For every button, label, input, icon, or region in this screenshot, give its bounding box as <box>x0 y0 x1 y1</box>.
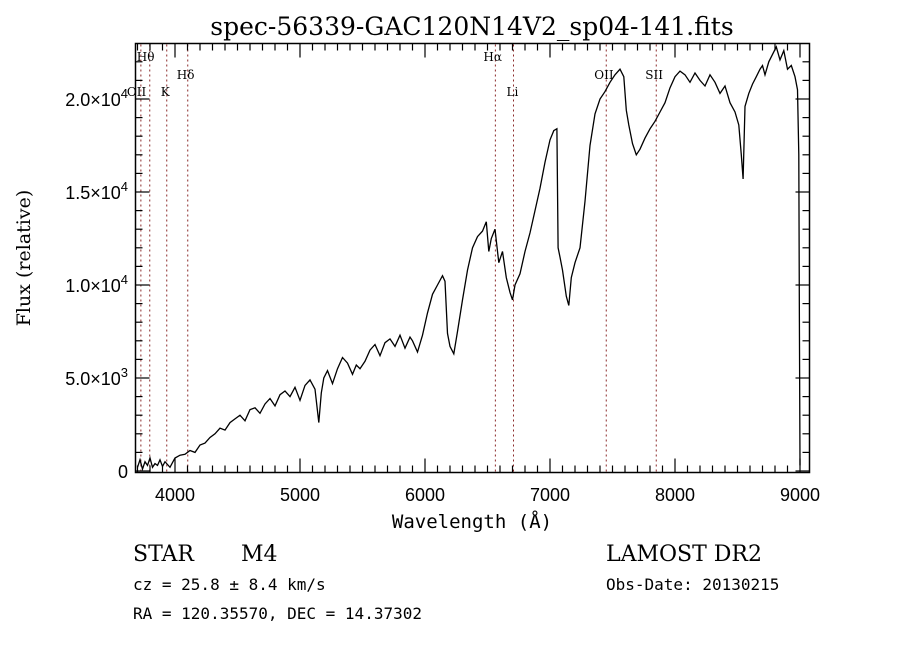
line-label: Hα <box>483 50 502 64</box>
spectrum-line <box>136 45 801 472</box>
y-tick-mantissa: 5.0×10 <box>65 369 121 389</box>
line-label: SII <box>645 68 663 82</box>
survey-name: LAMOST DR2 <box>606 542 762 567</box>
x-axis-label: Wavelength (Å) <box>392 510 552 533</box>
x-tick-label: 6000 <box>405 485 445 505</box>
line-label: Li <box>507 85 519 99</box>
y-tick-label: 1.5×104 <box>65 179 128 203</box>
coordinates: RA = 120.35570, DEC = 14.37302 <box>133 604 422 623</box>
x-tick-label: 7000 <box>530 485 570 505</box>
line-label: OII <box>127 85 147 99</box>
y-tick-label: 0 <box>118 462 128 482</box>
object-type: STAR <box>133 542 195 567</box>
y-tick-label: 5.0×103 <box>65 365 128 389</box>
y-tick-exponent: 4 <box>121 272 128 287</box>
object-subclass: M4 <box>241 542 278 567</box>
y-tick-label: 1.0×104 <box>65 272 128 296</box>
x-tick-labels: 4000 5000 6000 7000 8000 9000 <box>155 485 820 505</box>
x-tick-label: 5000 <box>280 485 320 505</box>
line-label: K <box>161 85 171 99</box>
y-tick-exponent: 3 <box>121 365 128 380</box>
plot-frame <box>134 42 811 474</box>
y-tick-mantissa: 1.0×10 <box>65 276 121 296</box>
x-tick-label: 4000 <box>155 485 195 505</box>
chart-title: spec-56339-GAC120N14V2_sp04-141.fits <box>210 12 733 41</box>
x-tick-label: 9000 <box>780 485 820 505</box>
observation-date: Obs-Date: 20130215 <box>606 575 779 594</box>
x-tick-label: 8000 <box>655 485 695 505</box>
y-tick-mantissa: 2.0×10 <box>65 90 121 110</box>
redshift-value: cz = 25.8 ± 8.4 km/s <box>133 575 326 594</box>
y-axis-label: Flux (relative) <box>13 190 35 327</box>
y-tick-exponent: 4 <box>121 179 128 194</box>
y-tick-mantissa: 1.5×10 <box>65 183 121 203</box>
line-label: OII <box>594 68 614 82</box>
y-tick-exponent: 4 <box>121 86 128 101</box>
y-tick-label: 2.0×104 <box>65 86 128 110</box>
axis-ticks <box>135 43 810 473</box>
line-label: Hδ <box>177 68 195 82</box>
